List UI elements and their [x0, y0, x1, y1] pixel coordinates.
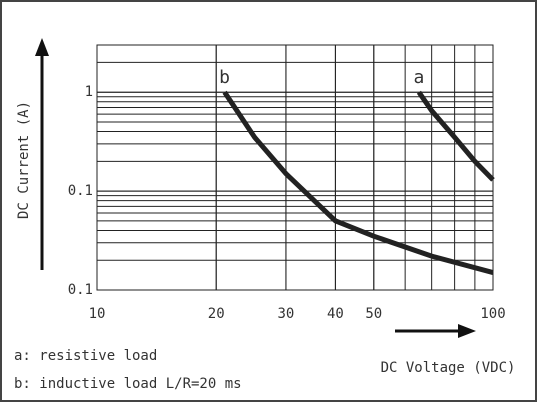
y-tick-label: 0.1 — [68, 183, 93, 199]
curve-label: b — [219, 67, 230, 88]
y-arrow-head — [35, 38, 49, 56]
note: b: inductive load L/R=20 ms — [14, 376, 242, 392]
x-tick-label: 10 — [89, 306, 106, 322]
y-tick-label: 0.1 — [68, 282, 93, 298]
curve-label: a — [413, 67, 424, 88]
curve — [416, 90, 495, 182]
x-tick-label: 20 — [208, 306, 225, 322]
x-axis-label: DC Voltage (VDC) — [381, 360, 516, 376]
note: a: resistive load — [14, 348, 157, 364]
y-tick-label: 1 — [85, 84, 93, 100]
x-tick-label: 50 — [365, 306, 382, 322]
x-tick-label: 40 — [327, 306, 344, 322]
curve — [222, 90, 494, 275]
x-arrow-head — [458, 324, 476, 338]
x-tick-label: 30 — [278, 306, 295, 322]
y-axis-label: DC Current (A) — [16, 101, 32, 219]
x-tick-label: 100 — [480, 306, 505, 322]
